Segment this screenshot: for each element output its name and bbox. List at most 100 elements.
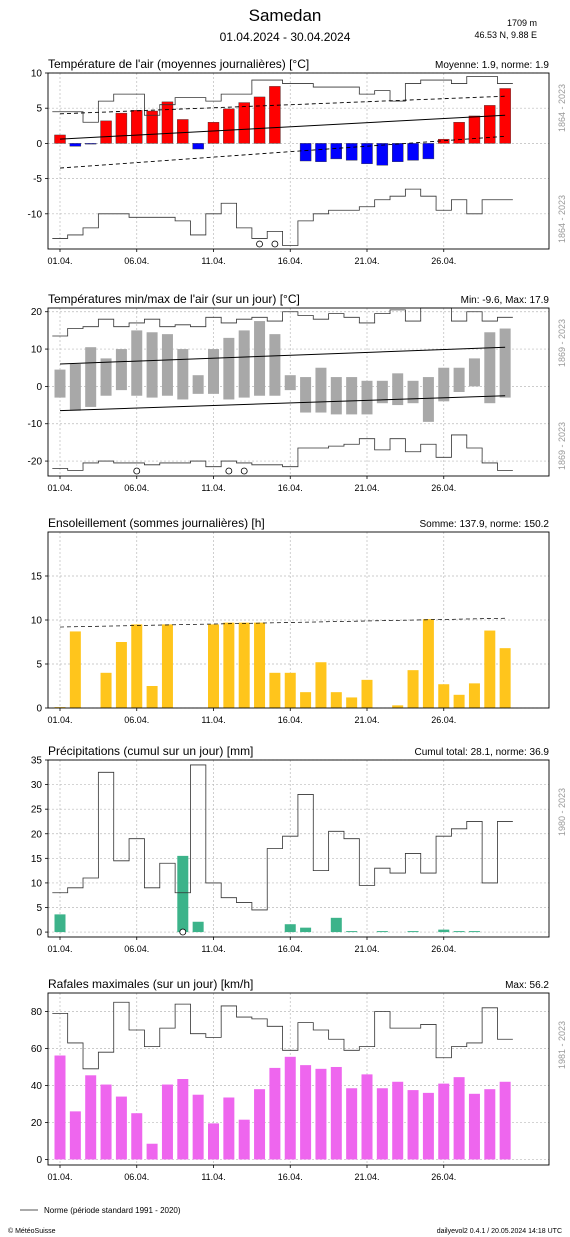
temperature-bar (407, 143, 419, 161)
y-tick-label: -10 (28, 209, 43, 220)
x-tick-label: 26.04. (431, 483, 456, 493)
chart-summary: Somme: 137.9, norme: 150.2 (419, 519, 549, 530)
value-bar (208, 1123, 219, 1160)
value-bar (161, 624, 173, 708)
value-bar (100, 672, 112, 708)
chart-summary: Max: 56.2 (505, 980, 549, 991)
chart-title: Rafales maximales (sur un jour) [km/h] (48, 977, 253, 991)
temperature-bar (253, 96, 266, 144)
temperature-bar (484, 105, 496, 144)
x-tick-label: 21.04. (354, 1172, 379, 1182)
value-bar (177, 855, 189, 933)
minmax-bar (208, 349, 219, 394)
x-tick-label: 16.04. (278, 256, 303, 266)
x-tick-label: 21.04. (354, 944, 379, 954)
value-bar (223, 622, 235, 708)
minmax-bar (315, 367, 327, 413)
value-bar (376, 1088, 388, 1160)
value-bar (223, 1097, 235, 1160)
value-bar (484, 630, 496, 708)
minmax-bar (284, 375, 296, 391)
y-tick-label: 30 (31, 780, 43, 791)
value-bar (254, 622, 266, 708)
y-tick-label: 10 (31, 878, 43, 889)
temperature-bar (192, 143, 204, 150)
norm-max-line (59, 346, 506, 365)
record-marker (179, 928, 187, 936)
value-bar (407, 1090, 419, 1160)
minmax-bar (422, 377, 434, 422)
temperature-bar (84, 143, 97, 145)
value-bar (330, 917, 342, 933)
value-bar (484, 1089, 496, 1160)
record-max-line (52, 76, 513, 123)
y-tick-label: 0 (36, 928, 42, 939)
temperature-bar (69, 143, 82, 147)
date-range: 01.04.2024 - 30.04.2024 (219, 30, 351, 44)
record-marker (271, 240, 279, 248)
y-tick-label: 0 (36, 704, 42, 715)
value-bar (361, 679, 373, 708)
value-bar (438, 929, 450, 933)
value-bar (131, 624, 143, 708)
minmax-bar (192, 375, 204, 394)
value-bar (238, 622, 250, 708)
minmax-bar (453, 367, 465, 392)
value-bar (392, 705, 404, 708)
value-bar (54, 1055, 66, 1160)
value-bar (346, 931, 358, 933)
norm-upper-line (59, 95, 506, 115)
x-tick-label: 01.04. (47, 256, 72, 266)
record-marker (256, 240, 263, 248)
chart-panel-5: Rafales maximales (sur un jour) [km/h] Ma… (31, 977, 567, 1182)
y-tick-label: 20 (31, 307, 43, 318)
y-tick-label: 25 (31, 805, 43, 816)
value-bar (69, 1111, 81, 1160)
temperature-bar (392, 143, 404, 162)
norm-lower-line (59, 135, 506, 169)
record-marker (240, 467, 248, 475)
minmax-bar (300, 377, 312, 413)
temperature-bar (161, 101, 174, 144)
minmax-bar (484, 332, 496, 404)
temperature-bar (238, 102, 250, 144)
value-bar (284, 924, 296, 933)
minmax-bar (85, 347, 97, 407)
value-bar (468, 931, 480, 933)
value-bar (146, 1143, 158, 1160)
value-bar (208, 624, 219, 708)
value-bar (161, 1084, 173, 1160)
norm-line (59, 617, 506, 628)
x-tick-label: 26.04. (431, 256, 456, 266)
temperature-bar (146, 110, 158, 144)
plot-frame (47, 531, 550, 709)
chart-panel-4: Précipitations (cumul sur un jour) [mm] C… (31, 744, 567, 954)
minmax-bar (254, 321, 266, 396)
x-tick-label: 21.04. (354, 256, 379, 266)
value-bar (115, 1096, 127, 1160)
value-bar (330, 692, 342, 708)
minmax-bar (499, 328, 511, 398)
x-tick-label: 01.04. (47, 483, 72, 493)
minmax-bar (376, 380, 388, 404)
x-tick-label: 11.04. (201, 256, 225, 266)
value-bar (146, 686, 158, 708)
x-tick-label: 11.04. (201, 1172, 225, 1182)
minmax-bar (407, 380, 419, 404)
y-tick-label: 35 (31, 756, 43, 767)
value-bar (100, 1084, 112, 1160)
value-bar (54, 914, 66, 933)
minmax-bar (238, 330, 250, 398)
station-altitude: 1709 m (506, 18, 537, 28)
temperature-bar (115, 112, 128, 144)
value-bar (192, 921, 204, 933)
y-tick-label: 5 (36, 660, 42, 671)
y-tick-label: 15 (31, 572, 43, 583)
value-bar (269, 672, 281, 708)
value-bar (376, 931, 388, 933)
temperature-bar (131, 110, 143, 144)
legend-norm-label: Norme (période standard 1991 - 2020) (44, 1206, 181, 1215)
x-tick-label: 06.04. (124, 1172, 149, 1182)
y-tick-label: 20 (31, 1118, 43, 1129)
